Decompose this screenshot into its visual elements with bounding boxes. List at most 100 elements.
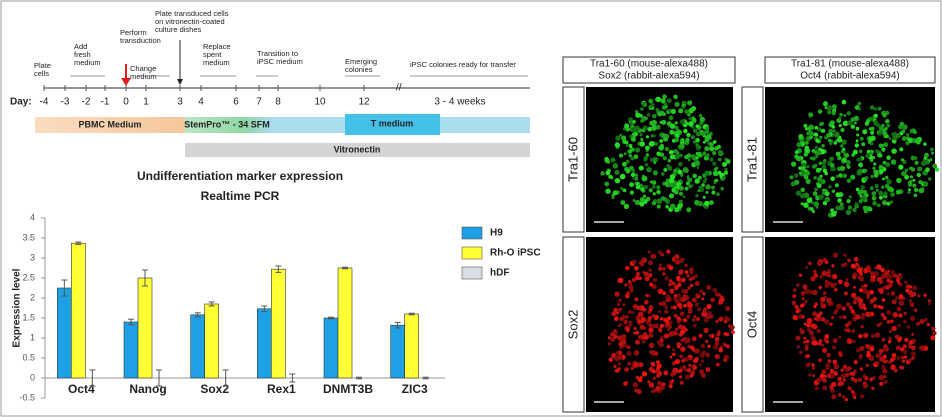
cell: [668, 178, 675, 184]
cell: [691, 297, 697, 303]
cell: [839, 165, 846, 171]
cell: [908, 358, 913, 362]
cell: [841, 306, 846, 311]
cell: [859, 157, 863, 161]
cell: [912, 285, 918, 291]
cell: [633, 350, 640, 356]
cell: [854, 143, 859, 148]
cell: [682, 318, 687, 323]
cell: [691, 117, 697, 123]
cell: [694, 281, 700, 286]
cell: [866, 293, 871, 297]
cell: [841, 395, 846, 399]
cell: [903, 320, 907, 324]
cell: [621, 135, 627, 141]
cell: [724, 315, 729, 321]
cell: [688, 117, 692, 121]
cell: [842, 378, 847, 382]
cell: [687, 286, 691, 290]
cell: [833, 371, 838, 376]
cell: [638, 276, 643, 280]
cell: [625, 327, 630, 332]
cell: [834, 308, 839, 313]
cell: [652, 376, 656, 380]
error-bar: [89, 369, 96, 387]
cell: [695, 293, 700, 298]
cell: [833, 363, 839, 370]
cell: [901, 136, 907, 141]
y-tick-label: 3: [30, 252, 35, 262]
cell: [801, 315, 805, 319]
cell: [874, 266, 878, 270]
cell: [651, 124, 657, 130]
cell: [875, 149, 880, 154]
cell: [822, 201, 828, 206]
cell: [917, 294, 921, 298]
cell: [709, 200, 714, 206]
cell: [864, 121, 870, 126]
cell: [858, 162, 864, 168]
band-stempro: [185, 117, 270, 133]
cell: [840, 127, 845, 133]
cell: [631, 277, 637, 283]
cell: [801, 162, 806, 168]
cell: [912, 178, 916, 182]
cell: [710, 297, 715, 302]
cell: [879, 195, 883, 200]
cell: [916, 136, 923, 143]
cell: [617, 362, 622, 366]
cell: [705, 184, 711, 190]
cell: [800, 303, 805, 308]
cell: [934, 167, 940, 172]
cell: [869, 289, 874, 295]
cell: [671, 348, 676, 352]
cell: [881, 298, 886, 302]
cell: [668, 283, 672, 287]
cell: [838, 204, 845, 211]
cell: [885, 119, 890, 124]
x-tick-label: DNMT3B: [323, 382, 373, 396]
cell: [838, 380, 844, 387]
cell: [827, 110, 832, 115]
cell: [674, 327, 679, 332]
cell: [664, 305, 669, 310]
cell: [679, 354, 683, 359]
cell: [688, 363, 692, 367]
cell: [651, 323, 657, 329]
cell: [878, 288, 884, 294]
cell: [631, 311, 635, 314]
cell: [900, 301, 904, 305]
cell: [632, 120, 636, 124]
cell: [914, 160, 919, 165]
cell: [877, 107, 882, 111]
band-label: StemPro™ - 34 SFM: [184, 119, 270, 129]
cell: [931, 151, 934, 155]
cell: [903, 311, 907, 315]
cell: [816, 150, 822, 156]
cell: [841, 373, 846, 379]
cell: [852, 149, 858, 155]
cell: [926, 322, 930, 327]
cell: [635, 147, 641, 153]
cell: [650, 253, 657, 260]
cell: [658, 310, 662, 314]
cell: [693, 358, 698, 364]
cell: [684, 263, 688, 268]
cell: [832, 338, 838, 344]
cell: [865, 343, 870, 349]
cell: [852, 207, 857, 213]
cell: [794, 154, 799, 159]
cell: [662, 267, 666, 271]
cell: [818, 194, 824, 200]
cell: [856, 314, 860, 318]
cell: [826, 105, 832, 111]
cell: [886, 292, 890, 296]
cell: [647, 260, 654, 266]
cell: [883, 379, 888, 384]
cell: [640, 137, 644, 142]
cell: [888, 137, 892, 141]
cell: [653, 351, 659, 356]
cell: [685, 121, 689, 125]
cell: [648, 342, 655, 349]
